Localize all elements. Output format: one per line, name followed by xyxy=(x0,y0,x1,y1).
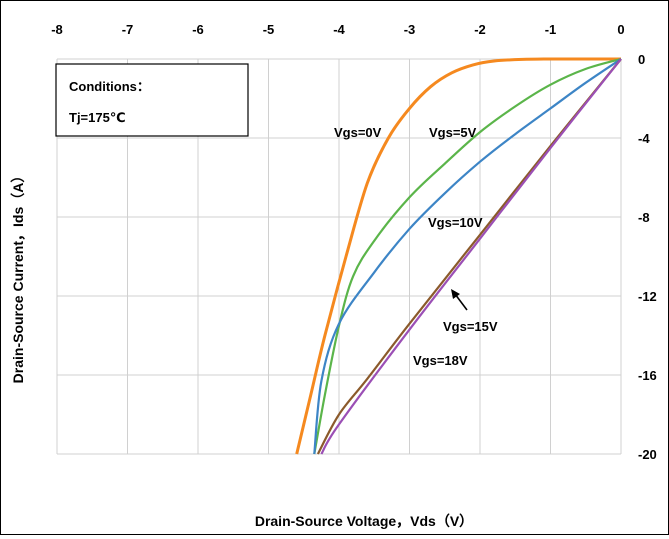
x-tick-label: 0 xyxy=(617,22,624,37)
x-tick-label: -2 xyxy=(474,22,486,37)
series-line-vgs-10v xyxy=(313,58,622,455)
grid xyxy=(56,58,622,455)
x-tick-label: -6 xyxy=(192,22,204,37)
y-axis-title: Drain-Source Current，Ids（A） xyxy=(10,169,26,384)
y-tick-label: -12 xyxy=(638,289,657,304)
conditions-title: Conditions： xyxy=(69,79,150,94)
x-tick-label: -4 xyxy=(333,22,345,37)
curves xyxy=(295,57,622,455)
curve-label: Vgs=15V xyxy=(443,319,498,334)
series-line-vgs-18v xyxy=(320,58,622,455)
x-tick-label: -1 xyxy=(545,22,557,37)
curve-labels: Vgs=0V Vgs=5V Vgs=10V Vgs=15V Vgs=18V xyxy=(334,125,498,368)
conditions-value: Tj=175℃ xyxy=(69,110,126,125)
y-tick-label: -20 xyxy=(638,447,657,462)
y-tick-label: -8 xyxy=(638,210,650,225)
x-tick-labels: -8 -7 -6 -5 -4 -3 -2 -1 0 xyxy=(51,22,624,37)
x-tick-label: -8 xyxy=(51,22,63,37)
x-tick-label: -7 xyxy=(122,22,134,37)
x-tick-label: -5 xyxy=(263,22,275,37)
curve-label: Vgs=5V xyxy=(429,125,477,140)
series-line-vgs-5v xyxy=(313,57,622,455)
y-tick-label: -4 xyxy=(638,131,650,146)
y-tick-label: 0 xyxy=(638,52,645,67)
curve-label: Vgs=10V xyxy=(428,215,483,230)
x-tick-label: -3 xyxy=(404,22,416,37)
curve-label: Vgs=0V xyxy=(334,125,382,140)
series-line-vgs-0v xyxy=(295,57,622,455)
y-tick-label: -16 xyxy=(638,368,657,383)
y-tick-labels: 0 -4 -8 -12 -16 -20 xyxy=(638,52,657,462)
x-axis-title: Drain-Source Voltage，Vds（V） xyxy=(255,513,473,529)
arrow-head xyxy=(451,289,460,299)
curve-label: Vgs=18V xyxy=(413,353,468,368)
series-line-vgs-15v xyxy=(316,58,622,455)
conditions-box: Conditions： Tj=175℃ xyxy=(55,63,249,137)
arrow-line xyxy=(454,293,468,311)
